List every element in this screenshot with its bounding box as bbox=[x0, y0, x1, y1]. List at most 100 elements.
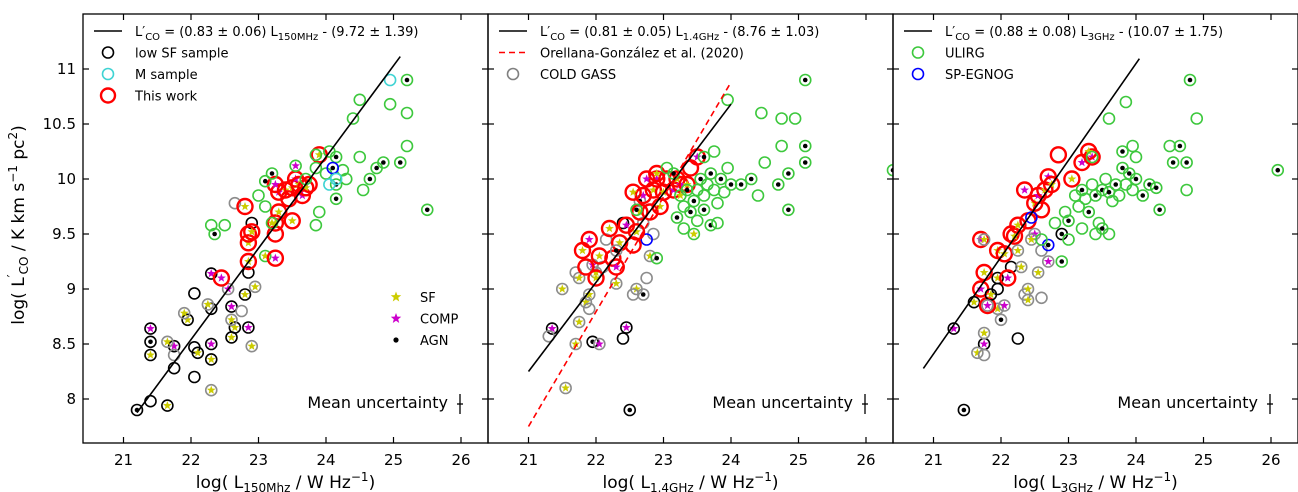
data-point bbox=[697, 189, 711, 202]
data-point bbox=[991, 271, 1004, 285]
agn-marker bbox=[269, 171, 275, 176]
sf-marker bbox=[993, 304, 1002, 313]
legend-handle-circle bbox=[506, 67, 520, 81]
data-point bbox=[637, 170, 656, 188]
agn-marker bbox=[330, 165, 336, 171]
data-point bbox=[690, 214, 704, 228]
text-part: 150MHz bbox=[278, 32, 318, 43]
legend-label: L′CO = (0.88 ± 0.08) L3GHz - (10.07 ± 1.… bbox=[945, 25, 1223, 43]
sf-marker bbox=[287, 216, 297, 225]
data-point bbox=[243, 223, 261, 241]
data-point bbox=[300, 175, 318, 194]
data-point bbox=[283, 212, 301, 230]
comp-marker bbox=[1087, 152, 1097, 161]
agn-marker bbox=[802, 143, 808, 149]
sf-marker bbox=[271, 218, 280, 227]
legend-handle-circle bbox=[101, 46, 115, 59]
sf-marker bbox=[574, 273, 584, 282]
data-point bbox=[1173, 139, 1187, 153]
data-point bbox=[1025, 233, 1038, 246]
comp-marker bbox=[595, 339, 604, 348]
sf-marker bbox=[1027, 234, 1036, 244]
data-point bbox=[239, 234, 258, 252]
mean-uncertainty-label: Mean uncertainty bbox=[712, 393, 853, 412]
data-point bbox=[208, 227, 221, 241]
x-tick-label: 22 bbox=[586, 451, 605, 469]
agn-marker bbox=[1059, 259, 1065, 264]
legend-label: low SF sample bbox=[135, 47, 228, 62]
text-part: CO bbox=[550, 32, 565, 43]
sf-marker bbox=[628, 187, 638, 196]
agn-marker bbox=[1079, 187, 1085, 193]
sf-marker bbox=[163, 401, 172, 410]
agn-marker bbox=[397, 160, 403, 165]
data-point bbox=[181, 313, 194, 327]
sf-marker bbox=[689, 229, 699, 238]
data-point bbox=[1025, 211, 1038, 224]
agn-marker bbox=[640, 292, 646, 297]
data-point bbox=[1109, 178, 1123, 191]
mean-uncertainty-label: Mean uncertainty bbox=[1117, 393, 1258, 412]
text-part: −1 bbox=[754, 470, 772, 484]
data-point bbox=[144, 322, 157, 335]
data-point bbox=[586, 335, 599, 349]
data-point bbox=[788, 112, 802, 125]
data-point bbox=[582, 302, 596, 316]
data-point bbox=[161, 335, 174, 349]
data-point bbox=[242, 321, 255, 334]
legend-handle-circle bbox=[99, 87, 117, 104]
data-point bbox=[721, 93, 734, 107]
data-point bbox=[1035, 291, 1048, 305]
data-point bbox=[1129, 172, 1143, 186]
data-point bbox=[775, 139, 788, 153]
sf-marker bbox=[260, 251, 270, 260]
comp-marker bbox=[584, 234, 594, 244]
data-point bbox=[751, 189, 765, 202]
agn-marker bbox=[1140, 193, 1146, 198]
comp-marker bbox=[1020, 185, 1029, 194]
data-point bbox=[620, 321, 633, 334]
comp-marker bbox=[611, 262, 621, 271]
agn-marker bbox=[1157, 207, 1162, 213]
agn-marker bbox=[1275, 167, 1281, 173]
x-axis-label: log( L1.4GHz / W Hz−1) bbox=[603, 470, 779, 492]
sf-marker bbox=[240, 289, 250, 299]
data-point bbox=[687, 194, 701, 208]
agn-marker bbox=[674, 215, 680, 220]
x-tick-label: 23 bbox=[249, 451, 268, 469]
agn-marker bbox=[1059, 231, 1065, 237]
sf-marker bbox=[314, 150, 324, 159]
data-point bbox=[236, 197, 254, 216]
sf-marker bbox=[1067, 174, 1077, 183]
x-tick-label: 25 bbox=[1194, 451, 1213, 469]
sf-marker bbox=[301, 183, 311, 192]
text-part: ) bbox=[772, 473, 779, 492]
scatter-panel-1: 21 22 23 24 25 26 8 8.5 9 9.5 10 10.5 11 log( L150Mhz… bbox=[43, 13, 489, 492]
x-tick-label: 21 bbox=[924, 451, 943, 469]
comp-marker bbox=[1003, 273, 1013, 282]
data-point bbox=[616, 332, 630, 345]
agn-marker bbox=[1153, 185, 1159, 191]
data-point bbox=[1102, 227, 1116, 241]
data-point bbox=[309, 148, 323, 162]
data-point bbox=[144, 394, 157, 408]
data-point bbox=[393, 156, 407, 169]
sf-marker bbox=[557, 284, 567, 293]
data-point bbox=[177, 306, 191, 320]
data-point bbox=[1190, 112, 1204, 125]
sf-marker bbox=[676, 190, 685, 200]
data-point bbox=[1089, 227, 1102, 241]
x-axis-label: log( L3GHz / W Hz−1) bbox=[1013, 470, 1178, 492]
data-point bbox=[1062, 214, 1075, 228]
data-point bbox=[886, 163, 893, 177]
agn-marker bbox=[1106, 189, 1112, 195]
data-point bbox=[204, 337, 218, 351]
data-point bbox=[383, 73, 397, 87]
text-part: - (10.07 ± 1.75) bbox=[1115, 25, 1223, 40]
data-point bbox=[329, 150, 343, 164]
sf-marker bbox=[227, 332, 236, 342]
marker-legend-star bbox=[390, 291, 402, 302]
text-part: This work bbox=[134, 90, 198, 105]
